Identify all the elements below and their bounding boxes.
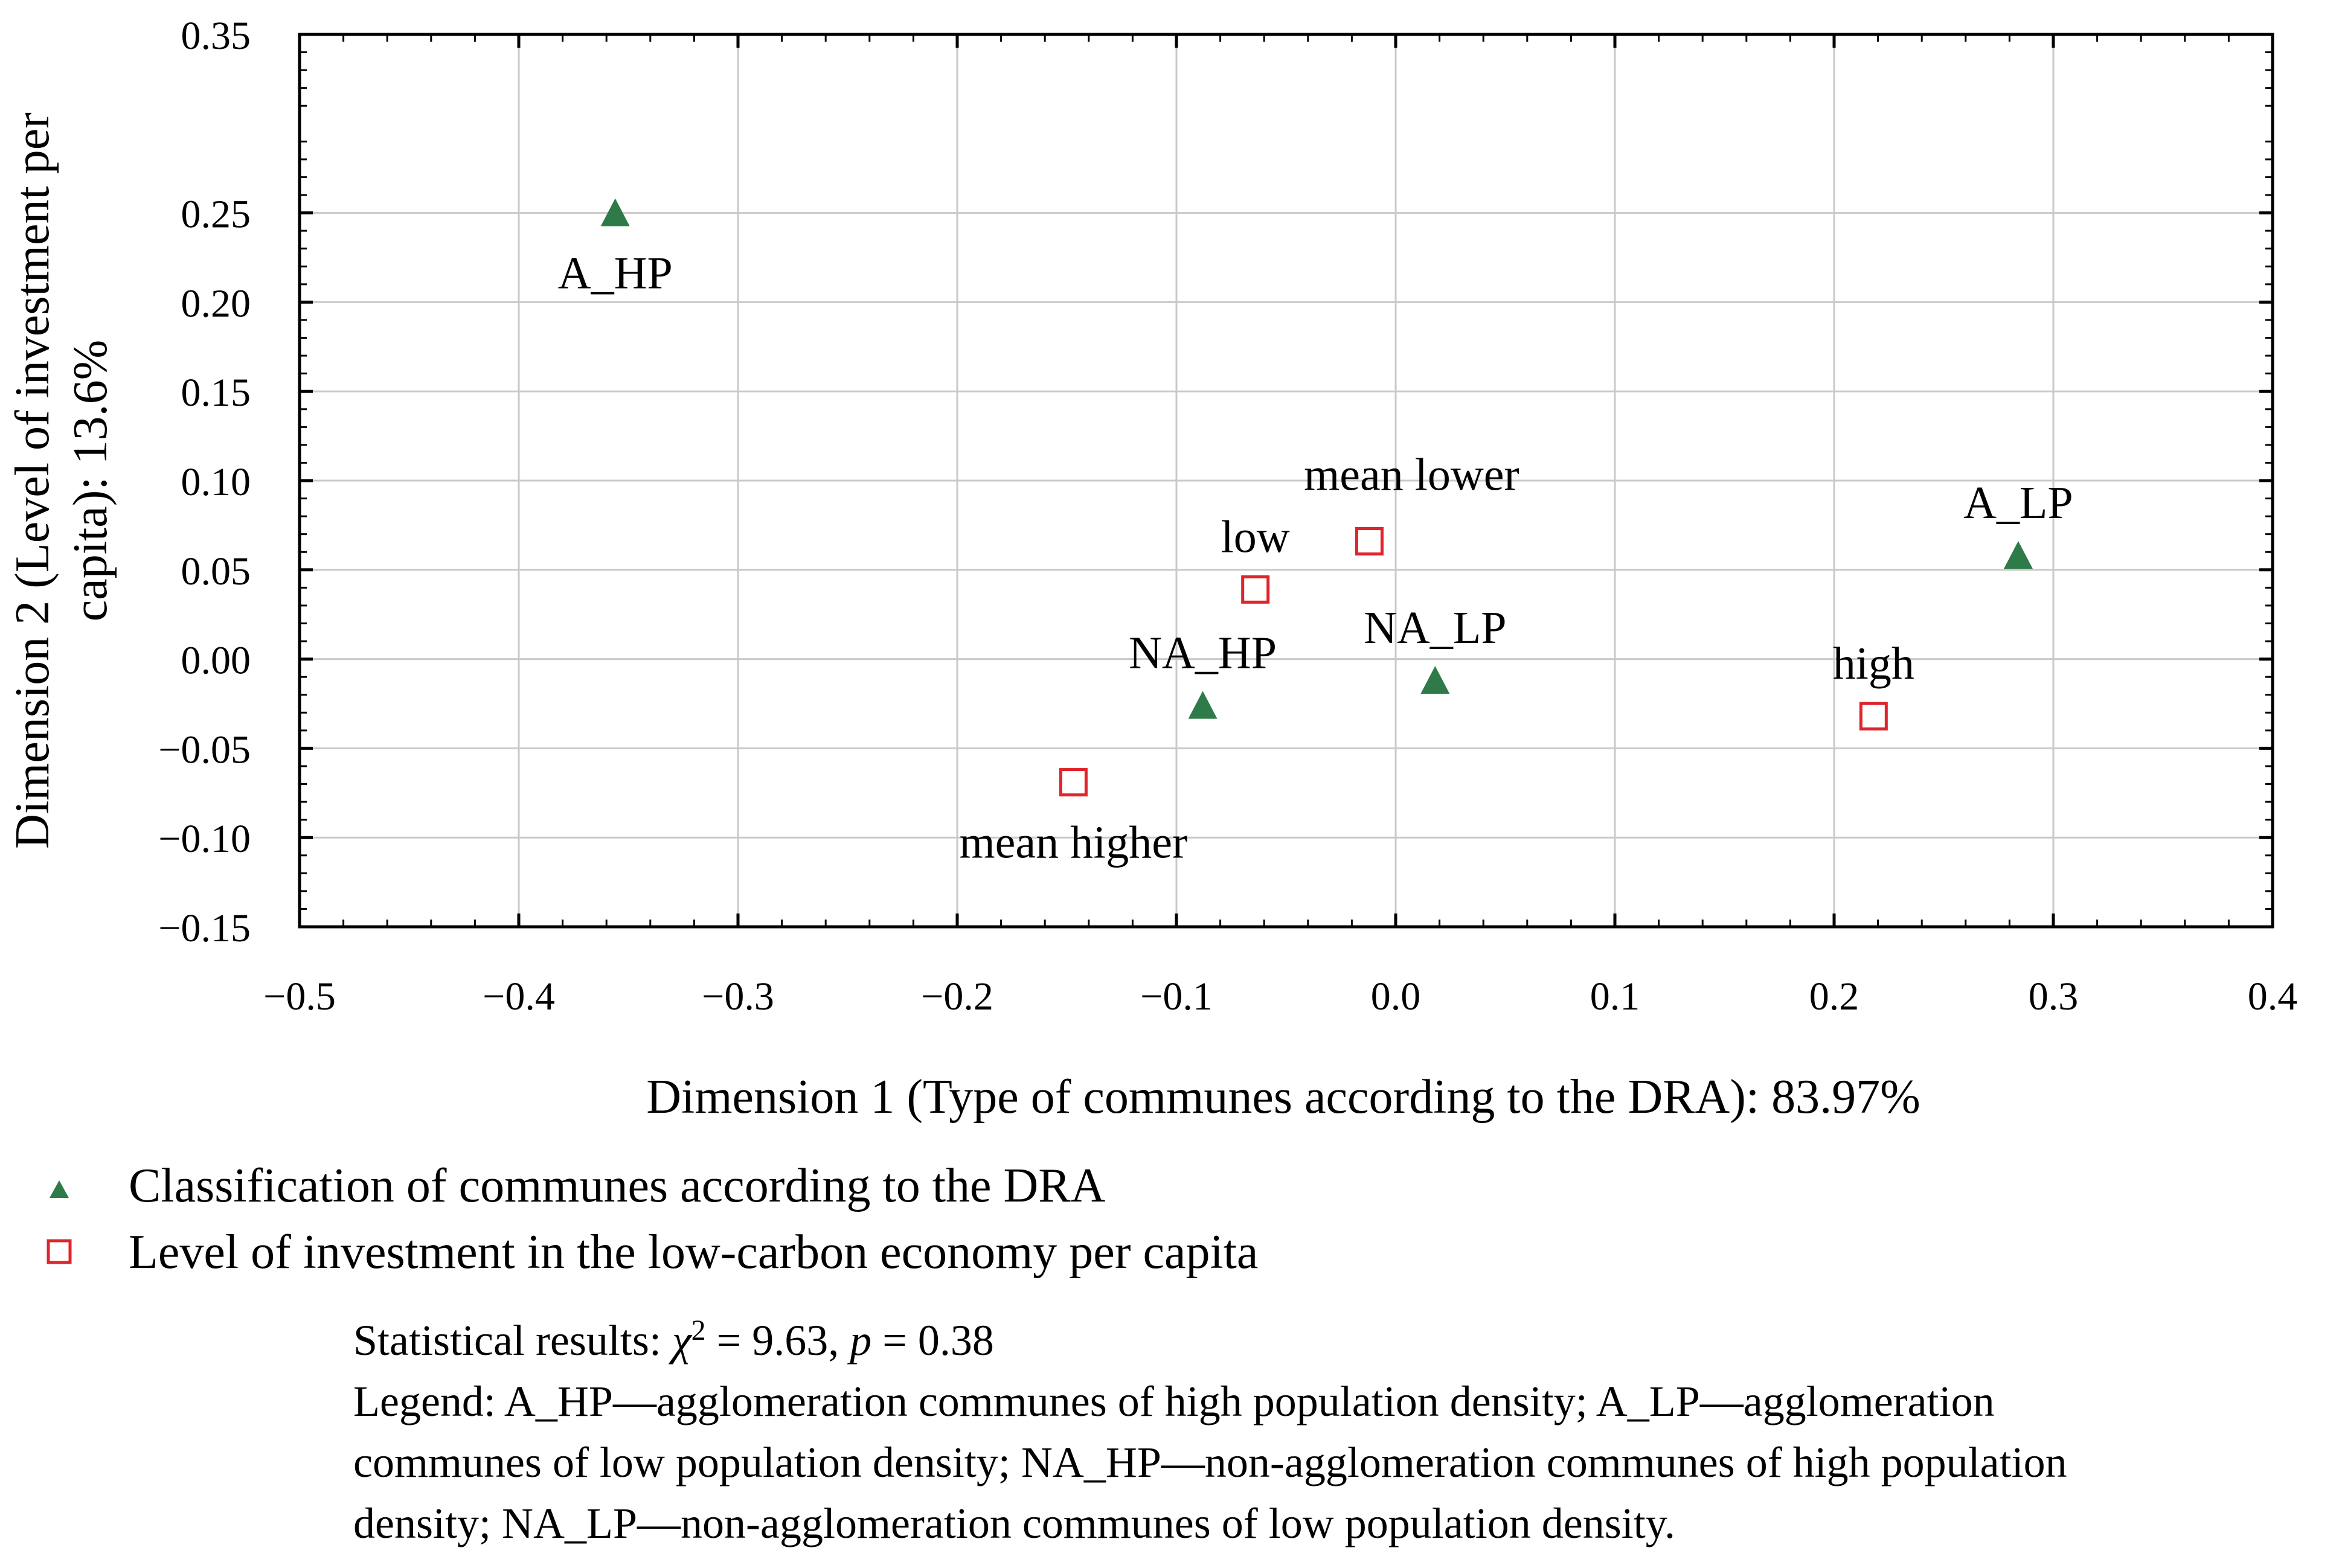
point-labels: A_HP A_LP NA_HP NA_LP mean lower low high mean … — [558, 248, 2073, 868]
point-label-high: high — [1833, 638, 1914, 689]
stat-exponent: 2 — [691, 1314, 706, 1346]
stat-chi-value: = 9.63, — [705, 1316, 850, 1365]
x-tick-label: −0.1 — [1140, 974, 1213, 1019]
point-label-na-hp: NA_HP — [1129, 627, 1277, 678]
y-tick-label: −0.15 — [158, 906, 251, 950]
legend-label-investment: Level of investment in the low-carbon ec… — [129, 1226, 1258, 1279]
point-low — [1241, 575, 1270, 604]
x-tick-label: −0.5 — [263, 974, 336, 1019]
point-label-a-hp: A_HP — [558, 248, 673, 299]
y-tick-label: 0.05 — [181, 549, 251, 594]
point-label-mean-lower: mean lower — [1304, 450, 1519, 501]
legend-note-line-1: Legend: A_HP—agglomeration communes of h… — [353, 1377, 1995, 1426]
y-tick-label: 0.20 — [181, 281, 251, 325]
point-label-low: low — [1221, 511, 1290, 562]
data-points — [600, 198, 2033, 797]
legend-note-line-2: communes of low population density; NA_H… — [353, 1438, 2067, 1486]
y-tick-label: −0.05 — [158, 728, 251, 772]
legend-triangle-icon — [50, 1180, 69, 1198]
point-label-na-lp: NA_LP — [1364, 603, 1506, 653]
point-high — [1859, 702, 1888, 731]
statistical-results: Statistical results: χ2 = 9.63, p = 0.38 — [353, 1310, 2334, 1371]
x-axis-tick-labels: −0.5 −0.4 −0.3 −0.2 −0.1 0.0 0.1 0.2 0.3 0.4 — [263, 974, 2297, 1019]
legend-label-classification: Classification of communes according to … — [129, 1159, 1106, 1212]
y-axis-title-line-2: capita): 13.6% — [64, 340, 117, 621]
point-a-lp — [2003, 541, 2033, 569]
stat-chi-symbol: χ — [672, 1316, 691, 1365]
x-tick-label: 0.1 — [1590, 974, 1640, 1019]
y-axis-title: Dimension 2 (Level of investment per cap… — [6, 112, 117, 849]
y-axis-title-line-1: Dimension 2 (Level of investment per — [6, 112, 59, 849]
point-a-hp — [600, 198, 630, 226]
scatter-chart: 0.35 0.25 0.20 0.15 0.10 0.05 0.00 −0.05 −0.10 −0… — [6, 14, 2297, 1279]
y-tick-label: 0.35 — [181, 14, 251, 58]
point-mean-lower — [1355, 527, 1384, 556]
point-label-mean-higher: mean higher — [960, 818, 1188, 868]
x-tick-label: 0.3 — [2029, 974, 2079, 1019]
point-label-a-lp: A_LP — [1963, 478, 2073, 528]
y-tick-label: 0.00 — [181, 639, 251, 683]
notes-block: Statistical results: χ2 = 9.63, p = 0.38… — [353, 1310, 2334, 1554]
x-tick-label: 0.4 — [2248, 974, 2298, 1019]
point-na-hp — [1188, 691, 1218, 719]
legend: Classification of communes according to … — [47, 1159, 1258, 1279]
point-na-lp — [1420, 666, 1450, 694]
x-tick-label: 0.2 — [1809, 974, 1859, 1019]
axis-ticks — [298, 33, 2274, 929]
stat-p-symbol: p — [850, 1316, 872, 1365]
x-tick-label: −0.2 — [921, 974, 993, 1019]
point-mean-higher — [1059, 768, 1088, 797]
y-axis-tick-labels: 0.35 0.25 0.20 0.15 0.10 0.05 0.00 −0.05 −0.10 −0… — [158, 14, 251, 950]
stat-prefix: Statistical results: — [353, 1316, 672, 1365]
legend-note-line-3: density; NA_LP—non-agglomeration commune… — [353, 1499, 1676, 1547]
x-axis-title: Dimension 1 (Type of communes according … — [646, 1070, 1920, 1124]
stat-p-value: = 0.38 — [871, 1316, 994, 1365]
y-tick-label: −0.10 — [158, 817, 251, 861]
legend-square-icon — [47, 1239, 72, 1264]
y-tick-label: 0.10 — [181, 460, 251, 504]
x-tick-label: −0.3 — [702, 974, 774, 1019]
y-tick-label: 0.25 — [181, 193, 251, 237]
x-tick-label: −0.4 — [483, 974, 555, 1019]
y-tick-label: 0.15 — [181, 371, 251, 415]
x-tick-label: 0.0 — [1371, 974, 1421, 1019]
